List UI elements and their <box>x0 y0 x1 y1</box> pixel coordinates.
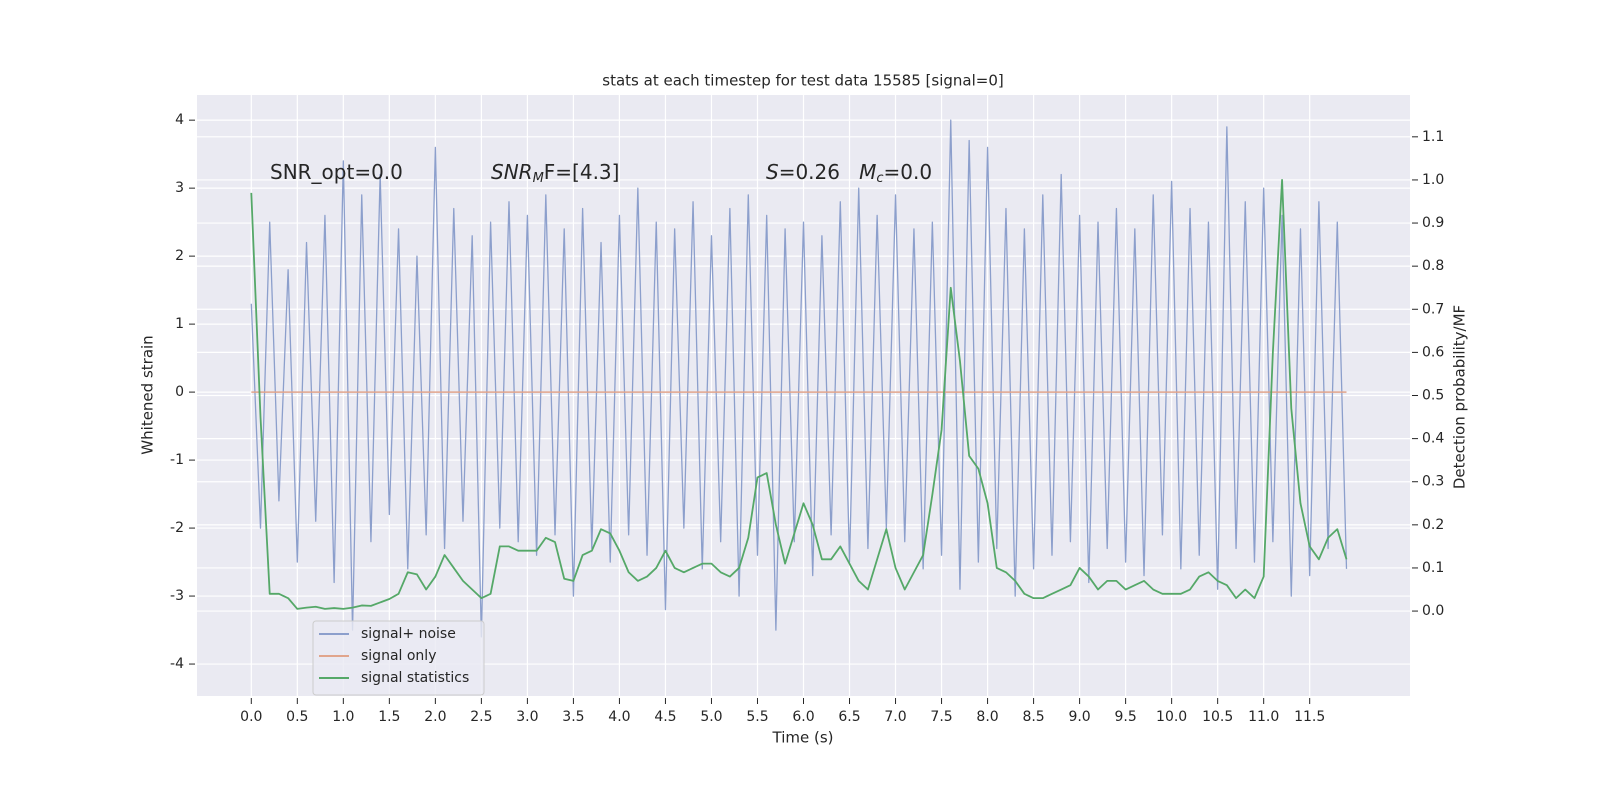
annotation-part: c <box>876 171 883 186</box>
y2-tick-label: 0.5 <box>1422 388 1444 404</box>
x-tick-label: 4.0 <box>608 709 630 725</box>
x-tick-label: 0.5 <box>286 709 308 725</box>
x-tick-label: 8.0 <box>976 709 998 725</box>
y-tick-label: -4 <box>170 656 184 672</box>
x-tick-label: 11.0 <box>1248 709 1279 725</box>
y2-tick-label: 0.3 <box>1422 474 1444 490</box>
x-tick-label: 3.5 <box>562 709 584 725</box>
y2-tick-label: 1.0 <box>1422 172 1444 188</box>
y-tick-label: -3 <box>170 588 184 604</box>
annotation: S=0.26 Mc=0.0 <box>766 160 932 186</box>
annotation: SNR_opt=0.0 <box>270 160 403 184</box>
y2-tick-label: 0.6 <box>1422 344 1444 360</box>
y2-tick-label: 0.1 <box>1422 560 1444 576</box>
annotation-part: =0.0 <box>884 160 933 184</box>
x-tick-label: 5.0 <box>700 709 722 725</box>
legend-box <box>312 620 485 696</box>
y2-tick-label: 0.2 <box>1422 517 1444 533</box>
x-tick-label: 10.5 <box>1202 709 1233 725</box>
legend-entry: signal only <box>361 648 436 664</box>
x-tick-label: 0.0 <box>240 709 262 725</box>
x-tick-label: 6.5 <box>838 709 860 725</box>
y-tick-label: 2 <box>175 248 184 264</box>
y-tick-label: 3 <box>175 180 184 196</box>
x-tick-label: 1.0 <box>332 709 354 725</box>
x-tick-label: 2.5 <box>470 709 492 725</box>
annotation-part: =0.26 <box>779 160 859 184</box>
y2-tick-label: 0.9 <box>1422 215 1444 231</box>
y2-tick-label: 1.1 <box>1422 129 1444 145</box>
x-tick-label: 6.0 <box>792 709 814 725</box>
annotation-part: M <box>533 171 544 186</box>
annotation-part: SNR <box>491 160 533 184</box>
annotation-part: SNR_opt=0.0 <box>270 160 403 184</box>
x-tick-label: 11.5 <box>1294 709 1325 725</box>
chart-title: stats at each timestep for test data 155… <box>602 72 1003 90</box>
y-tick-label: -2 <box>170 520 184 536</box>
x-tick-label: 10.0 <box>1156 709 1187 725</box>
legend-entry: signal+ noise <box>361 626 456 642</box>
y2-tick-label: 0.8 <box>1422 258 1444 274</box>
x-tick-label: 1.5 <box>378 709 400 725</box>
x-tick-label: 3.0 <box>516 709 538 725</box>
x-tick-label: 2.0 <box>424 709 446 725</box>
y-tick-label: -1 <box>170 452 184 468</box>
x-tick-label: 4.5 <box>654 709 676 725</box>
y-tick-label: 1 <box>175 316 184 332</box>
y2-tick-label: 0.7 <box>1422 301 1444 317</box>
legend-entry: signal statistics <box>361 670 469 686</box>
y2-tick-label: 0.4 <box>1422 431 1444 447</box>
annotation-part: F=[4.3] <box>544 160 620 184</box>
x-tick-label: 7.0 <box>884 709 906 725</box>
annotation: SNRMF=[4.3] <box>491 160 619 186</box>
y-axis-label: Whitened strain <box>139 335 157 454</box>
x-tick-label: 7.5 <box>930 709 952 725</box>
legend: signal+ noise signal only signal statistic… <box>312 620 485 696</box>
y-tick-label: 0 <box>175 384 184 400</box>
series-line <box>250 179 1348 610</box>
annotation-part: M <box>859 160 876 184</box>
annotation-part: S <box>766 160 779 184</box>
x-tick-label: 8.5 <box>1022 709 1044 725</box>
x-axis-label: Time (s) <box>772 729 834 747</box>
axes: 0.0 0.5 1.0 1.5 2.0 2.5 3.0 3.5 4.0 4.5 5.0 5.5 6.0 6… <box>170 112 1444 725</box>
x-tick-label: 5.5 <box>746 709 768 725</box>
series-line <box>250 119 1348 638</box>
y2-tick-label: 0.0 <box>1422 603 1444 619</box>
marks <box>250 119 1348 638</box>
x-tick-label: 9.0 <box>1068 709 1090 725</box>
x-tick-label: 9.5 <box>1114 709 1136 725</box>
y2-axis-label: Detection probability/MF <box>1451 305 1469 489</box>
y-tick-label: 4 <box>175 112 184 128</box>
